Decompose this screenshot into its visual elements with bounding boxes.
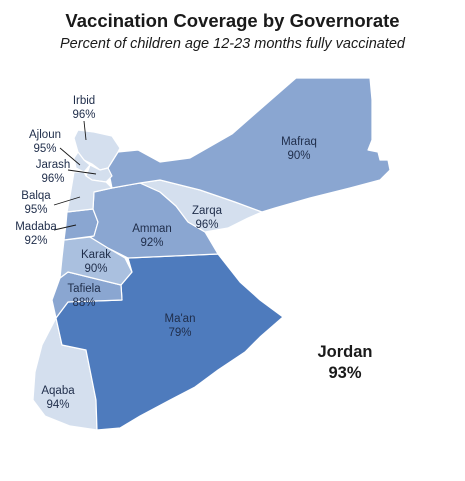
label-maan-value: 79% xyxy=(168,327,191,339)
label-amman-name: Amman xyxy=(132,223,172,235)
label-madaba-value: 92% xyxy=(24,235,47,247)
label-zarqa-value: 96% xyxy=(195,219,218,231)
leader-madaba xyxy=(53,224,77,231)
label-jarash-name: Jarash xyxy=(36,159,71,171)
national-value: 93% xyxy=(328,364,362,382)
label-mafraq-name: Mafraq xyxy=(281,136,317,148)
label-irbid-name: Irbid xyxy=(73,95,95,107)
label-jarash-value: 96% xyxy=(41,173,64,185)
label-amman-value: 92% xyxy=(140,237,163,249)
leader-jarash xyxy=(67,169,97,175)
region-balqa[interactable] xyxy=(66,171,113,213)
label-aqaba-value: 94% xyxy=(46,399,69,411)
national-summary: Jordan 93% xyxy=(290,342,400,384)
leader-balqa xyxy=(53,196,81,206)
label-tafiela-value: 88% xyxy=(72,297,95,309)
label-karak-name: Karak xyxy=(81,249,111,261)
label-maan-name: Ma'an xyxy=(165,313,196,325)
map-subtitle: Percent of children age 12-23 months ful… xyxy=(60,36,405,52)
national-name: Jordan xyxy=(317,343,373,361)
leader-irbid xyxy=(83,120,87,141)
label-aqaba-name: Aqaba xyxy=(41,385,75,397)
label-zarqa-name: Zarqa xyxy=(192,205,223,217)
map-title: Vaccination Coverage by Governorate xyxy=(65,10,400,31)
label-karak-value: 90% xyxy=(84,263,107,275)
label-mafraq-value: 90% xyxy=(287,150,310,162)
region-madaba[interactable] xyxy=(63,208,99,241)
label-madaba-name: Madaba xyxy=(15,221,57,233)
label-ajloun-value: 95% xyxy=(33,143,56,155)
region-mafraq[interactable] xyxy=(107,77,391,213)
label-irbid-value: 96% xyxy=(72,109,95,121)
label-balqa-name: Balqa xyxy=(21,190,51,202)
label-balqa-value: 95% xyxy=(24,204,47,216)
label-ajloun-name: Ajloun xyxy=(29,129,61,141)
leader-ajloun xyxy=(59,147,81,166)
label-tafiela-name: Tafiela xyxy=(67,283,101,295)
